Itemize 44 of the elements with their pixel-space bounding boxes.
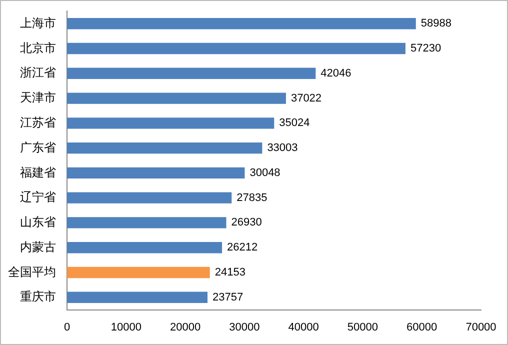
y-tick-label: 上海市	[20, 16, 56, 30]
bar	[67, 68, 316, 80]
x-tick-label: 20000	[170, 321, 201, 334]
x-tick-label: 10000	[110, 321, 142, 334]
x-tick-label: 30000	[229, 321, 260, 334]
data-label: 57230	[410, 42, 442, 55]
x-tick-label: 70000	[466, 321, 496, 334]
data-label: 26212	[227, 242, 258, 254]
x-tick-label: 60000	[406, 321, 438, 334]
x-tick-label: 50000	[347, 321, 378, 334]
y-tick-label: 福建省	[20, 165, 56, 180]
bar	[67, 92, 286, 104]
data-label: 42046	[320, 67, 352, 80]
bar	[67, 292, 208, 303]
y-tick-label: 辽宁省	[20, 190, 56, 204]
bar	[67, 18, 416, 30]
data-label: 58988	[420, 18, 452, 30]
x-tick-label: 0	[64, 321, 70, 334]
y-tick-label: 北京市	[20, 40, 56, 55]
bar	[67, 192, 232, 204]
bar	[67, 118, 274, 129]
data-label: 24153	[214, 266, 246, 279]
y-tick-label: 广东省	[20, 140, 56, 154]
y-tick-label: 全国平均	[8, 264, 56, 279]
bar	[67, 266, 210, 278]
data-label: 30048	[250, 166, 280, 179]
y-tick-label: 浙江省	[20, 66, 56, 80]
y-tick-label: 天津市	[20, 90, 56, 105]
bar	[67, 217, 226, 228]
data-label: 27835	[236, 192, 268, 204]
data-label: 35024	[279, 117, 310, 130]
bar	[67, 42, 406, 54]
bar	[67, 242, 222, 254]
x-tick-label: 40000	[288, 321, 319, 334]
data-label: 33003	[267, 142, 298, 154]
data-label: 23757	[212, 291, 244, 304]
data-label: 37022	[290, 92, 322, 104]
y-tick-label: 内蒙古	[20, 240, 56, 254]
bar	[67, 142, 262, 154]
y-tick-label: 山东省	[20, 215, 56, 230]
bar	[67, 167, 245, 179]
data-label: 26930	[231, 216, 262, 229]
y-tick-label: 江苏省	[20, 115, 56, 130]
y-tick-label: 重庆市	[20, 290, 56, 304]
